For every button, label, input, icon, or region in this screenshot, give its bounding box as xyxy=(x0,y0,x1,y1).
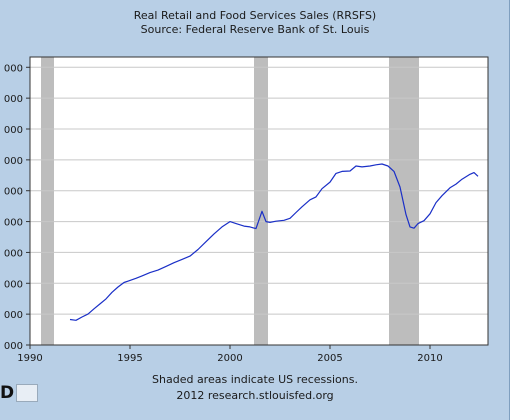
y-tick-label: 000 xyxy=(4,341,23,352)
y-tick-label: 000 xyxy=(4,248,23,259)
recession-band xyxy=(389,57,419,345)
x-tick-label: 2000 xyxy=(217,353,242,364)
x-tick-label: 2005 xyxy=(317,353,342,364)
y-tick-label: 000 xyxy=(4,156,23,167)
y-tick-label: 000 xyxy=(4,125,23,136)
x-tick-label: 2010 xyxy=(417,353,442,364)
y-tick-label: 000 xyxy=(4,94,23,105)
y-tick-label: 000 xyxy=(4,310,23,321)
y-tick-label: 000 xyxy=(4,218,23,229)
x-tick-label: 1995 xyxy=(117,353,142,364)
fred-logo[interactable]: D xyxy=(0,382,39,404)
plot-border xyxy=(29,56,489,346)
y-tick-label: 000 xyxy=(4,187,23,198)
chart-subtitle: Source: Federal Reserve Bank of St. Loui… xyxy=(140,23,370,36)
x-tick-label: 1990 xyxy=(17,353,42,364)
recession-band xyxy=(254,57,268,345)
series-line xyxy=(69,163,479,321)
chart-icon xyxy=(16,384,39,402)
recession-footnote: Shaded areas indicate US recessions. xyxy=(152,373,358,386)
y-tick-label: 000 xyxy=(4,63,23,74)
recession-band xyxy=(41,57,54,345)
fred-logo-mark: D xyxy=(0,383,15,403)
y-tick-label: 000 xyxy=(4,279,23,290)
chart-title: Real Retail and Food Services Sales (RRS… xyxy=(133,9,377,22)
source-url[interactable]: 2012 research.stlouisfed.org xyxy=(176,389,334,402)
